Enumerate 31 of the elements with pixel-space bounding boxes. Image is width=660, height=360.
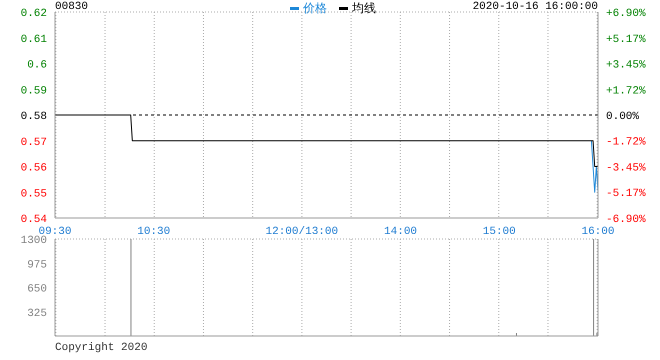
x-tick-label: 14:00: [384, 226, 418, 238]
y2-tick-label: -3.45%: [606, 162, 646, 174]
y3-tick-label: 650: [27, 284, 47, 296]
y2-tick-label: -6.90%: [606, 214, 646, 226]
text: Copyright 2020: [55, 342, 148, 354]
chart-title: 00830: [55, 1, 88, 13]
x-tick-label: 16:00: [581, 226, 615, 238]
x-tick-label: 10:30: [137, 226, 170, 238]
y2-tick-label: +5.17%: [606, 34, 646, 46]
x-tick-label: 12:00/13:00: [266, 226, 338, 238]
y2-tick-label: -1.72%: [606, 136, 646, 149]
y-tick-label: 0.59: [20, 85, 47, 98]
y2-tick-label: 0.00%: [606, 111, 640, 123]
y-tick-label: 0.54: [20, 214, 48, 226]
legend-label: 价格: [302, 0, 327, 17]
y-tick-label: 0.62: [20, 8, 47, 20]
y-tick-label: 0.55: [20, 188, 47, 200]
y3-tick-label: 325: [27, 308, 47, 320]
y2-tick-label: +6.90%: [606, 8, 646, 20]
y-tick-label: 0.58: [20, 111, 47, 123]
y2-tick-label: -5.17%: [606, 188, 646, 200]
chart-subtitle: 2020-10-16 16:00:00: [472, 1, 598, 13]
y-tick-label: 0.6: [27, 60, 47, 72]
y3-tick-label: 1300: [20, 235, 47, 247]
y3-tick-label: 975: [27, 259, 47, 272]
y2-tick-label: +1.72%: [606, 85, 646, 98]
x-tick-label: 15:00: [482, 226, 516, 238]
y-tick-label: 0.57: [20, 136, 47, 149]
y-tick-label: 0.61: [20, 34, 48, 46]
y2-tick-label: +3.45%: [606, 60, 646, 72]
y-tick-label: 0.56: [20, 162, 47, 174]
